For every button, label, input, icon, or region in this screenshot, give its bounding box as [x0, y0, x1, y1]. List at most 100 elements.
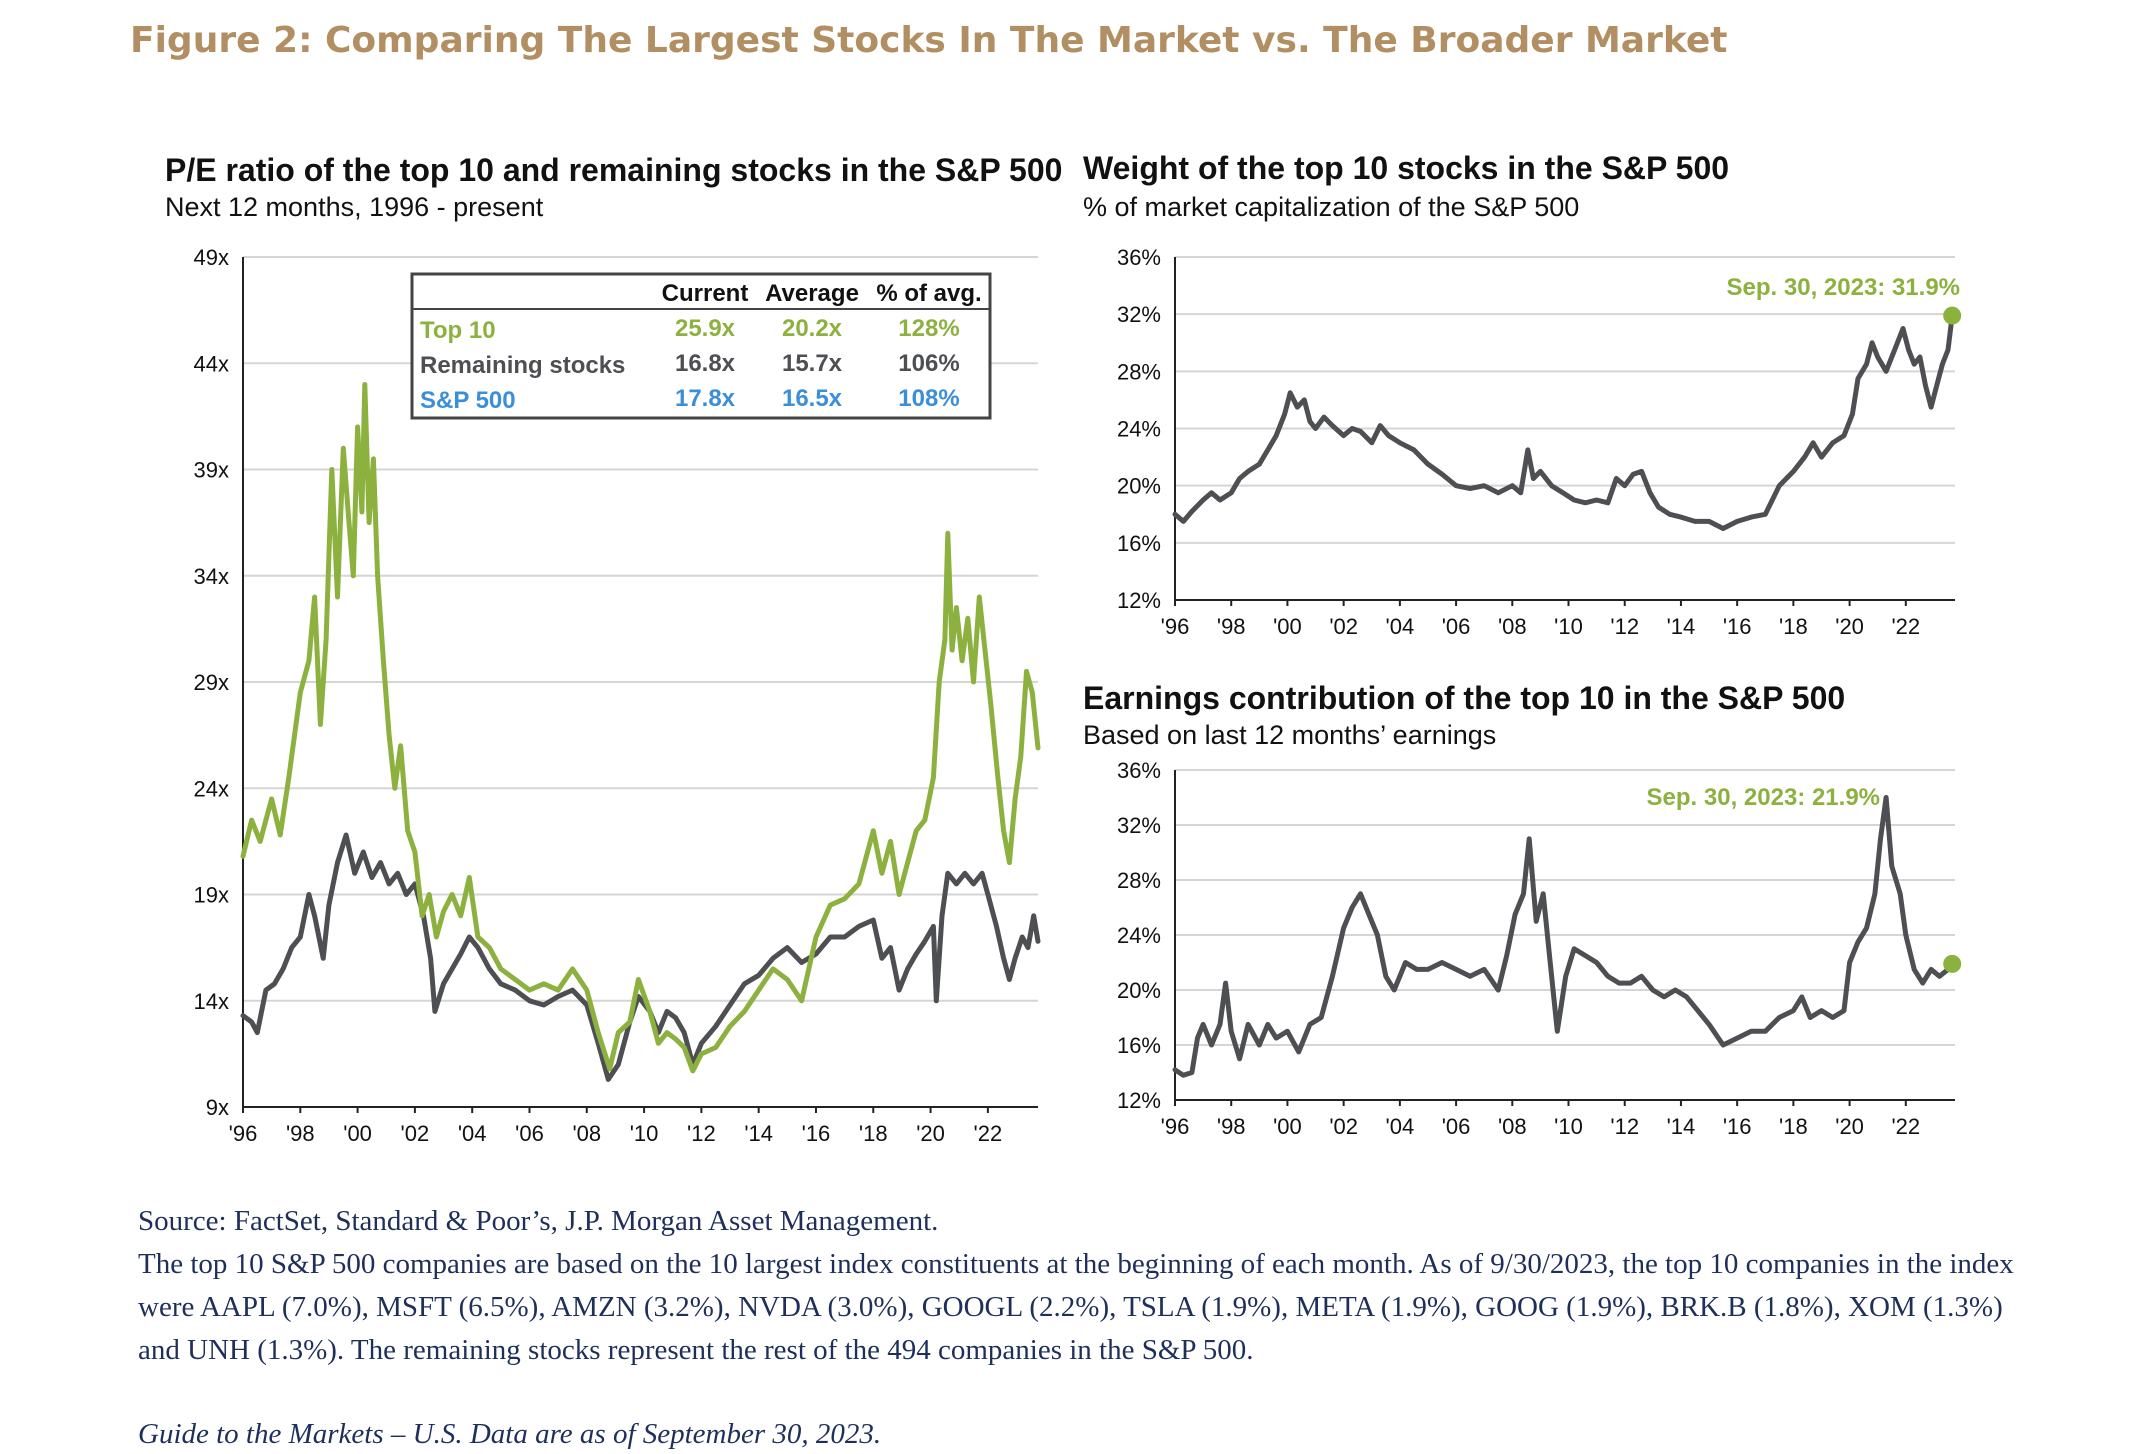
earnings-y-tick-label: 36%: [1117, 758, 1161, 783]
weight-y-tick-label: 32%: [1117, 302, 1161, 327]
earnings-x-tick-label: '06: [1442, 1114, 1471, 1139]
figure-title: Figure 2: Comparing The Largest Stocks I…: [130, 20, 1728, 61]
weight-x-tick-label: '06: [1442, 614, 1471, 639]
pe-x-tick-label: '18: [859, 1121, 888, 1146]
earnings-x-tick-label: '96: [1161, 1114, 1190, 1139]
pe-x-tick-label: '04: [458, 1121, 487, 1146]
weight-y-tick-label: 28%: [1117, 359, 1161, 384]
pe-y-tick-label: 39x: [194, 458, 229, 483]
weight-x-tick-label: '22: [1891, 614, 1920, 639]
earnings-y-tick-label: 32%: [1117, 813, 1161, 838]
weight-x-tick-label: '04: [1386, 614, 1415, 639]
earnings-y-tick-label: 12%: [1117, 1088, 1161, 1113]
earnings-x-tick-label: '16: [1723, 1114, 1752, 1139]
earnings-x-tick-label: '18: [1779, 1114, 1808, 1139]
pe-table-row-top10-current: 25.9x: [675, 315, 736, 342]
pe-y-tick-label: 24x: [194, 776, 229, 801]
pe-x-tick-label: '08: [572, 1121, 601, 1146]
pe-y-tick-label: 14x: [194, 989, 229, 1014]
pe-table-row-remaining-label: Remaining stocks: [420, 352, 625, 379]
earnings-x-tick-label: '20: [1835, 1114, 1864, 1139]
pe-y-tick-label: 49x: [194, 245, 229, 270]
weight-x-tick-label: '16: [1723, 614, 1752, 639]
pe-x-tick-label: '10: [630, 1121, 659, 1146]
earnings-x-tick-label: '14: [1667, 1114, 1696, 1139]
pe-x-tick-label: '16: [802, 1121, 831, 1146]
earnings-end-point: [1943, 954, 1962, 973]
pe-table-row-remaining-current: 16.8x: [675, 350, 736, 377]
pe-y-tick-label: 9x: [206, 1095, 229, 1120]
pe-table-header-pct: % of avg.: [876, 280, 981, 307]
footer-notes: Source: FactSet, Standard & Poor’s, J.P.…: [138, 1200, 2038, 1372]
earnings-y-tick-label: 20%: [1117, 978, 1161, 1003]
pe-table-row-sp500-pct: 108%: [898, 385, 959, 412]
earnings-chart-title: Earnings contribution of the top 10 in t…: [1083, 680, 1846, 716]
pe-remaining-stocks-line: [240, 832, 1041, 1082]
earnings-chart-subtitle: Based on last 12 months’ earnings: [1083, 720, 1497, 750]
pe-x-tick-label: '96: [229, 1121, 258, 1146]
weight-x-tick-label: '02: [1329, 614, 1358, 639]
pe-table-row-top10-pct: 128%: [898, 315, 959, 342]
pe-y-tick-label: 44x: [194, 351, 229, 376]
weight-y-tick-label: 16%: [1117, 531, 1161, 556]
pe-table-row-sp500-current: 17.8x: [675, 385, 736, 412]
footer-source: Source: FactSet, Standard & Poor’s, J.P.…: [138, 1205, 939, 1237]
weight-x-tick-label: '14: [1667, 614, 1696, 639]
weight-x-tick-label: '10: [1554, 614, 1583, 639]
pe-chart-subtitle: Next 12 months, 1996 - present: [165, 192, 544, 222]
pe-y-tick-label: 29x: [194, 670, 229, 695]
pe-y-tick-label: 19x: [194, 883, 229, 908]
weight-x-tick-label: '08: [1498, 614, 1527, 639]
earnings-y-tick-label: 16%: [1117, 1033, 1161, 1058]
weight-x-tick-label: '12: [1610, 614, 1639, 639]
earnings-chart: 12% 16% 20% 24% 28% 32% 36% '96 '98 '00 '02 '04 '06 '…: [1117, 758, 1962, 1139]
footer-note: The top 10 S&P 500 companies are based o…: [138, 1248, 2014, 1366]
weight-x-tick-label: '96: [1161, 614, 1190, 639]
earnings-x-tick-label: '08: [1498, 1114, 1527, 1139]
pe-table-row-top10-average: 20.2x: [782, 315, 843, 342]
earnings-x-tick-label: '98: [1217, 1114, 1246, 1139]
pe-y-tick-label: 34x: [194, 564, 229, 589]
pe-ratio-chart: 9x 14x 19x 24x 29x 34x 39x 44x 49x '96 '98 '00 '02 '0…: [194, 245, 1041, 1146]
pe-x-tick-label: '14: [744, 1121, 773, 1146]
pe-x-tick-label: '98: [286, 1121, 315, 1146]
weight-y-tick-label: 24%: [1117, 417, 1161, 442]
pe-table-header-average: Average: [765, 280, 859, 307]
weight-x-tick-label: '00: [1273, 614, 1302, 639]
pe-top-10-line: [240, 382, 1041, 1074]
pe-table-header-current: Current: [662, 280, 749, 307]
weight-x-tick-label: '20: [1835, 614, 1864, 639]
pe-x-tick-label: '22: [974, 1121, 1003, 1146]
pe-x-tick-label: '20: [916, 1121, 945, 1146]
earnings-x-tick-label: '04: [1386, 1114, 1415, 1139]
weight-series-line: [1172, 313, 1955, 531]
pe-x-tick-label: '06: [515, 1121, 544, 1146]
weight-x-tick-label: '98: [1217, 614, 1246, 639]
earnings-y-tick-label: 24%: [1117, 923, 1161, 948]
weight-chart-subtitle: % of market capitalization of the S&P 50…: [1083, 192, 1580, 222]
pe-x-tick-label: '00: [343, 1121, 372, 1146]
earnings-x-tick-label: '02: [1329, 1114, 1358, 1139]
pe-x-tick-label: '02: [401, 1121, 430, 1146]
pe-table-border: [410, 272, 992, 420]
weight-y-tick-label: 36%: [1117, 245, 1161, 270]
pe-table-row-sp500-label: S&P 500: [420, 387, 516, 414]
weight-end-point: [1943, 306, 1962, 325]
pe-table-row-top10-label: Top 10: [420, 317, 496, 344]
earnings-series-line: [1172, 795, 1955, 1078]
earnings-x-tick-label: '12: [1610, 1114, 1639, 1139]
pe-table-row-remaining-pct: 106%: [898, 350, 959, 377]
earnings-y-tick-label: 28%: [1117, 868, 1161, 893]
weight-chart-title: Weight of the top 10 stocks in the S&P 5…: [1083, 150, 1730, 186]
footer-guide: Guide to the Markets – U.S. Data are as …: [138, 1418, 882, 1450]
weight-annotation: Sep. 30, 2023: 31.9%: [1727, 274, 1960, 301]
weight-x-tick-label: '18: [1779, 614, 1808, 639]
weight-y-tick-label: 12%: [1117, 588, 1161, 613]
pe-summary-table: Current Average % of avg. Top 10 25.9x 2…: [410, 272, 992, 420]
pe-table-row-remaining-average: 15.7x: [782, 350, 843, 377]
earnings-x-tick-label: '22: [1891, 1114, 1920, 1139]
pe-x-tick-label: '12: [687, 1121, 716, 1146]
pe-table-row-sp500-average: 16.5x: [782, 385, 843, 412]
weight-chart: 12% 16% 20% 24% 28% 32% 36% '96 '98 '00 '02 '04 '06 '…: [1117, 245, 1962, 639]
